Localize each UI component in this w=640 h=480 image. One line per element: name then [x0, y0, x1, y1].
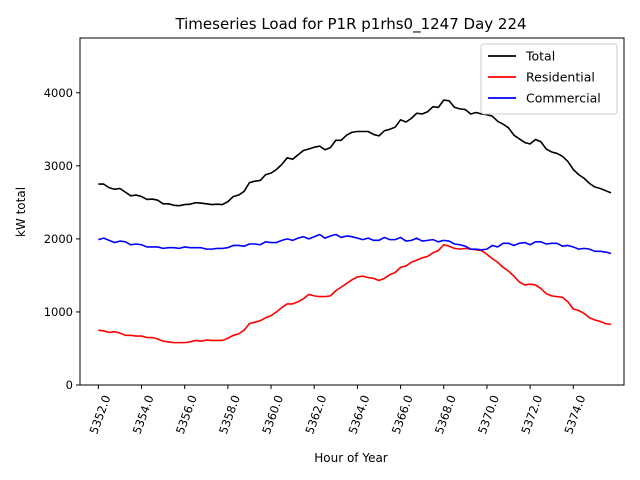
legend-frame: [480, 43, 618, 115]
legend-label-residential: Residential: [526, 70, 595, 85]
y-tick-label: 3000: [44, 159, 73, 173]
series-line-commercial: [98, 233, 612, 255]
y-axis: 0 1000 2000 3000 4000: [44, 86, 80, 392]
chart-title: Timeseries Load for P1R p1rhs0_1247 Day …: [174, 15, 526, 34]
y-axis-label: kW total: [14, 187, 28, 237]
x-axis-label: Hour of Year: [314, 451, 388, 465]
plot-frame: [79, 37, 625, 386]
series-line-total: [98, 99, 612, 207]
legend-label-total: Total: [525, 49, 555, 64]
y-tick-label: 4000: [44, 86, 73, 100]
y-tick-label: 2000: [44, 232, 73, 246]
legend: Total Residential Commercial: [480, 43, 618, 115]
series-layer: [98, 99, 612, 344]
legend-label-commercial: Commercial: [526, 91, 601, 106]
y-tick-label: 1000: [44, 305, 73, 319]
y-tick-label: 0: [66, 378, 73, 392]
series-line-residential: [98, 243, 612, 344]
